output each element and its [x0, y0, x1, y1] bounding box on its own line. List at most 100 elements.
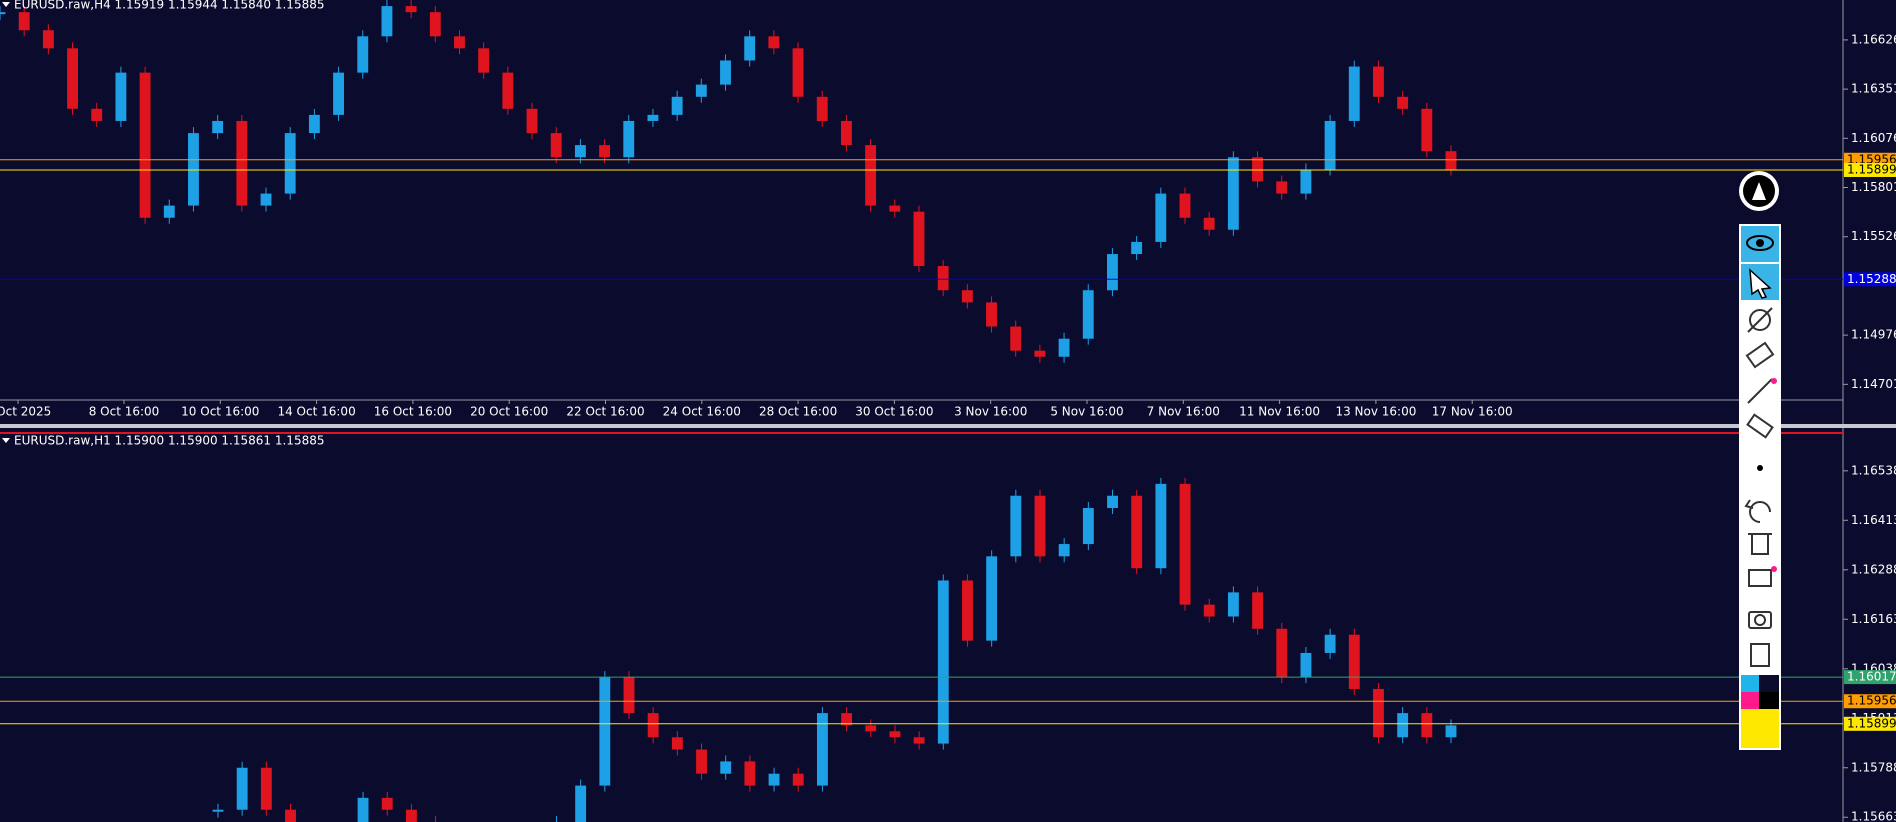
color-swatch[interactable]	[1759, 675, 1779, 692]
candle	[285, 809, 296, 822]
time-label: 6 Oct 2025	[0, 405, 51, 419]
line-icon[interactable]	[1747, 378, 1773, 404]
eraser-icon[interactable]	[1746, 413, 1774, 439]
time-label: 3 Nov 16:00	[954, 405, 1027, 419]
time-label: 24 Oct 16:00	[663, 405, 741, 419]
price-label: 1.16351	[1851, 82, 1896, 96]
price-label: 1.15663	[1851, 810, 1896, 822]
panel-header: EURUSD.raw,H1 1.15900 1.15900 1.15861 1.…	[14, 434, 324, 448]
camera-icon[interactable]	[1748, 611, 1772, 629]
level-box	[1844, 716, 1896, 731]
collapse-arrow[interactable]	[2, 438, 10, 443]
candle	[671, 737, 683, 750]
candle	[744, 761, 756, 786]
candle	[1227, 157, 1239, 230]
screen-icon[interactable]	[1748, 569, 1772, 587]
candle	[381, 797, 393, 810]
candle	[260, 193, 272, 206]
candle	[599, 145, 611, 158]
price-label: 1.16626	[1851, 32, 1896, 46]
candle	[986, 556, 998, 641]
candle	[1445, 725, 1457, 738]
candle	[816, 96, 828, 121]
candle	[1324, 120, 1336, 170]
candle	[1082, 508, 1094, 545]
time-label: 13 Nov 16:00	[1335, 405, 1416, 419]
candle	[91, 108, 103, 121]
candle	[381, 6, 393, 37]
candle	[913, 737, 925, 744]
time-label: 7 Nov 16:00	[1147, 405, 1220, 419]
highlighter-icon[interactable]	[1745, 341, 1775, 369]
price-label: 1.16413	[1851, 513, 1896, 527]
price-label: 1.14976	[1851, 328, 1896, 342]
candle	[1010, 495, 1022, 557]
candle	[865, 725, 877, 732]
candle	[574, 145, 586, 158]
candle	[1203, 217, 1215, 230]
candle	[405, 6, 417, 13]
candle	[1397, 96, 1409, 109]
price-label: 1.16163	[1851, 612, 1896, 626]
undo-icon[interactable]	[1744, 499, 1771, 523]
candle	[260, 767, 272, 810]
candle	[0, 12, 6, 15]
candle	[1034, 350, 1046, 357]
candle	[18, 12, 30, 31]
candle	[163, 205, 175, 218]
candle	[1058, 338, 1070, 357]
candle	[212, 809, 224, 812]
time-label: 8 Oct 16:00	[89, 405, 160, 419]
level-label: 1.15899	[1847, 162, 1896, 176]
tool-icons	[1744, 307, 1775, 667]
candle	[913, 211, 925, 267]
candle	[236, 767, 248, 810]
indicator-dot	[1771, 566, 1777, 572]
time-label: 16 Oct 16:00	[374, 405, 452, 419]
panel-separator	[0, 424, 1896, 428]
candle	[1131, 495, 1143, 569]
candle	[188, 133, 199, 206]
candle	[1373, 66, 1384, 97]
candle	[1324, 634, 1336, 653]
candle	[647, 114, 659, 121]
candle	[115, 72, 127, 121]
candle	[575, 785, 587, 822]
candle	[1082, 290, 1094, 339]
dot-tool[interactable]	[1757, 465, 1763, 471]
candle	[1348, 634, 1360, 689]
level-label: 1.15899	[1847, 716, 1896, 730]
color-swatch[interactable]	[1741, 709, 1779, 748]
time-label: 10 Oct 16:00	[181, 405, 259, 419]
price-label: 1.15788	[1851, 760, 1896, 774]
candle	[720, 761, 732, 774]
color-swatch[interactable]	[1759, 692, 1779, 709]
candle	[42, 30, 54, 49]
candle	[236, 120, 248, 206]
level-label: 1.15956	[1847, 694, 1896, 708]
color-swatch[interactable]	[1741, 675, 1759, 692]
price-label: 1.16538	[1851, 463, 1896, 477]
candle	[1227, 592, 1239, 617]
pen-off-icon[interactable]	[1749, 309, 1771, 331]
candle	[1203, 604, 1215, 617]
time-label: 22 Oct 16:00	[566, 405, 644, 419]
clipboard-icon[interactable]	[1750, 643, 1770, 667]
candle	[1155, 483, 1167, 569]
level-box	[1844, 670, 1896, 685]
candle	[1276, 628, 1288, 678]
candle	[1252, 157, 1263, 182]
candle	[792, 48, 804, 97]
collapse-arrow[interactable]	[2, 2, 10, 7]
time-label: 5 Nov 16:00	[1050, 405, 1123, 419]
candle	[333, 72, 345, 115]
candle	[1179, 193, 1191, 218]
candles	[0, 0, 1457, 363]
candle	[647, 713, 659, 738]
color-swatch[interactable]	[1741, 692, 1759, 709]
eye-pupil	[1756, 239, 1764, 247]
candle	[720, 60, 731, 85]
candle	[937, 266, 949, 291]
level-label: 1.16017	[1847, 670, 1896, 684]
